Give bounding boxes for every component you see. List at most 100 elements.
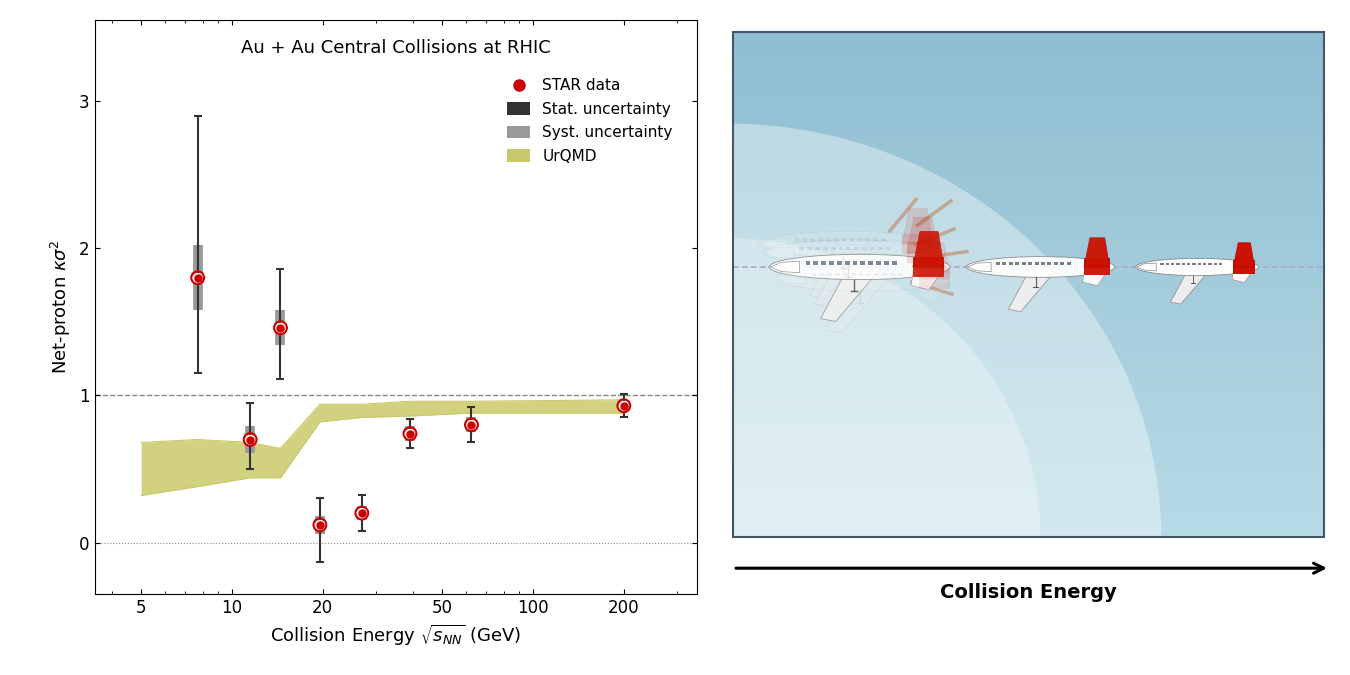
Bar — [806, 261, 810, 265]
Bar — [860, 261, 865, 265]
Bar — [733, 442, 1324, 448]
Polygon shape — [1170, 268, 1211, 304]
Bar — [1029, 263, 1033, 265]
Ellipse shape — [769, 254, 950, 279]
Polygon shape — [1008, 268, 1058, 312]
Bar — [733, 63, 1324, 70]
Bar — [996, 263, 1000, 265]
Polygon shape — [821, 268, 880, 321]
Bar — [733, 303, 1324, 309]
Bar — [733, 271, 1324, 278]
Bar — [1203, 263, 1206, 265]
Bar — [855, 247, 859, 250]
Bar — [733, 101, 1324, 107]
Bar — [733, 524, 1324, 531]
Ellipse shape — [775, 266, 956, 291]
Bar — [802, 238, 807, 242]
Bar — [733, 265, 1324, 271]
Bar — [733, 227, 1324, 234]
Bar — [733, 385, 1324, 391]
Bar — [733, 221, 1324, 227]
Bar — [1170, 263, 1174, 265]
Y-axis label: Net-proton $\kappa\sigma^2$: Net-proton $\kappa\sigma^2$ — [50, 240, 73, 375]
Bar — [733, 398, 1324, 404]
Point — [351, 508, 373, 518]
Point — [400, 428, 421, 439]
Bar — [733, 82, 1324, 88]
Bar — [733, 290, 1324, 297]
Bar — [1060, 263, 1064, 265]
Bar — [811, 273, 817, 276]
Polygon shape — [917, 279, 950, 302]
Bar — [863, 247, 867, 250]
Bar — [1219, 263, 1222, 265]
Bar — [733, 347, 1324, 354]
Bar — [876, 261, 880, 265]
Bar — [733, 240, 1324, 246]
Point — [613, 400, 634, 411]
Bar — [733, 367, 1324, 373]
Bar — [733, 505, 1324, 512]
Bar — [733, 57, 1324, 63]
Point — [239, 434, 261, 445]
Bar — [1054, 263, 1058, 265]
Polygon shape — [911, 268, 944, 290]
Bar — [841, 238, 846, 242]
Polygon shape — [1084, 238, 1110, 267]
Bar — [1022, 263, 1026, 265]
X-axis label: Collision Energy $\sqrt{s_{NN}}$ (GeV): Collision Energy $\sqrt{s_{NN}}$ (GeV) — [270, 622, 521, 647]
Bar — [733, 335, 1324, 341]
Ellipse shape — [759, 232, 940, 256]
Bar — [733, 114, 1324, 120]
Bar — [1015, 263, 1019, 265]
Bar — [733, 158, 1324, 164]
Bar — [859, 273, 864, 276]
Bar — [1197, 263, 1202, 265]
Polygon shape — [620, 124, 1161, 601]
Bar — [733, 183, 1324, 190]
Polygon shape — [821, 268, 880, 321]
Bar — [846, 247, 852, 250]
Bar — [1192, 263, 1196, 265]
Bar — [733, 107, 1324, 114]
Bar — [733, 454, 1324, 461]
Point — [186, 272, 208, 283]
Polygon shape — [904, 254, 938, 275]
Point — [186, 272, 208, 283]
Bar — [733, 88, 1324, 94]
Ellipse shape — [967, 256, 1115, 277]
Bar — [886, 247, 891, 250]
Bar — [892, 261, 896, 265]
Bar — [836, 273, 840, 276]
Point — [400, 428, 421, 439]
Bar — [795, 238, 799, 242]
Bar — [733, 416, 1324, 423]
Bar — [733, 76, 1324, 82]
Bar — [733, 480, 1324, 486]
Bar — [826, 238, 830, 242]
Bar — [733, 190, 1324, 196]
Polygon shape — [1234, 260, 1254, 274]
Bar — [834, 238, 838, 242]
Bar — [733, 209, 1324, 215]
Bar — [733, 461, 1324, 467]
Bar — [807, 247, 813, 250]
Bar — [733, 493, 1324, 499]
Bar — [865, 238, 869, 242]
Bar — [733, 467, 1324, 474]
Polygon shape — [907, 217, 938, 252]
Bar — [733, 322, 1324, 328]
Bar — [1003, 263, 1007, 265]
Bar — [830, 247, 836, 250]
Bar — [733, 95, 1324, 101]
Point — [270, 323, 292, 333]
Bar — [733, 512, 1324, 518]
Bar — [733, 145, 1324, 152]
Polygon shape — [1234, 243, 1254, 267]
Bar — [845, 261, 849, 265]
Polygon shape — [810, 245, 869, 298]
Polygon shape — [814, 254, 875, 307]
Point — [239, 434, 261, 445]
Bar — [821, 261, 826, 265]
Bar — [733, 215, 1324, 221]
